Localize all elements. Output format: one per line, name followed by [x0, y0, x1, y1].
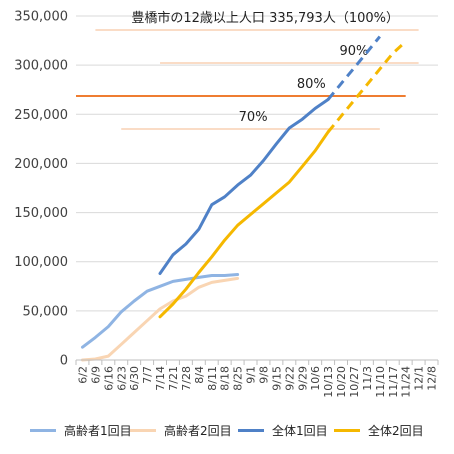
x-tick-label: 6/23	[115, 366, 128, 391]
y-tick-label: 250,000	[14, 108, 68, 123]
series-line	[158, 130, 330, 319]
x-tick-label: 9/29	[296, 366, 309, 391]
legend: 高齢者1回目 高齢者2回目 全体1回目 全体2回目	[0, 420, 454, 442]
y-tick-label: 200,000	[14, 157, 68, 172]
x-tick-label: 12/1	[413, 366, 426, 391]
reference-line-label: 70%	[239, 110, 268, 125]
x-tick-label: 11/24	[400, 366, 413, 398]
y-tick-label: 150,000	[14, 206, 68, 221]
legend-swatch-all-first	[238, 428, 264, 432]
legend-label: 全体2回目	[368, 423, 424, 438]
legend-item: 全体1回目	[238, 420, 328, 440]
x-tick-label: 8/18	[219, 366, 232, 391]
x-tick-label: 11/3	[361, 366, 374, 391]
reference-line-label: 90%	[340, 44, 369, 59]
x-tick-label: 7/14	[154, 366, 167, 391]
series-line	[158, 98, 330, 275]
x-tick-label: 11/17	[387, 366, 400, 398]
series-line	[81, 273, 240, 349]
reference-line-label: 80%	[297, 77, 326, 92]
x-tick-label: 10/27	[348, 366, 361, 398]
legend-label: 全体1回目	[272, 423, 328, 438]
x-tick-label: 9/1	[245, 366, 258, 384]
x-tick-label: 6/16	[102, 366, 115, 391]
legend-item: 高齢者1回目	[30, 420, 132, 440]
series-line	[326, 35, 381, 101]
x-tick-label: 9/22	[283, 366, 296, 391]
grid-lines	[76, 15, 438, 312]
legend-item: 全体2回目	[334, 420, 424, 440]
x-tick-label: 8/11	[206, 366, 219, 391]
series-line	[326, 40, 407, 133]
y-tick-label: 100,000	[14, 255, 68, 270]
reference-lines: 豊橋市の12歳以上人口 335,793人（100%） 90% 80% 70%	[76, 10, 419, 130]
x-tick-label: 7/7	[141, 366, 154, 384]
y-tick-label: 300,000	[14, 59, 68, 74]
x-tick-label: 10/13	[322, 366, 335, 398]
legend-label: 高齢者1回目	[64, 423, 132, 438]
y-axis-ticks: 0 50,000 100,000 150,000 200,000 250,000 300,0…	[14, 10, 68, 369]
x-tick-label: 8/4	[193, 366, 206, 384]
legend-swatch-elderly-second	[130, 428, 156, 432]
reference-line-label: 豊橋市の12歳以上人口 335,793人（100%）	[131, 10, 399, 26]
x-tick-label: 7/21	[167, 366, 180, 391]
legend-item: 高齢者2回目	[130, 420, 232, 440]
x-tick-label: 11/10	[374, 366, 387, 398]
x-axis-ticks: 6/2 6/9 6/16 6/23 6/30 7/7 7/14 7/21 7/28 8/4 8/11…	[76, 366, 438, 398]
x-tick-label: 9/15	[270, 366, 283, 391]
y-tick-label: 50,000	[23, 304, 69, 319]
x-tick-label: 7/28	[180, 366, 193, 391]
legend-label: 高齢者2回目	[164, 423, 232, 438]
legend-swatch-all-second	[334, 428, 360, 432]
x-tick-label: 6/2	[76, 366, 89, 384]
x-tick-label: 9/8	[257, 366, 270, 384]
x-tick-label: 8/25	[232, 366, 245, 391]
x-tick-label: 12/8	[426, 366, 439, 391]
legend-swatch-elderly-first	[30, 428, 56, 432]
x-tick-label: 6/30	[128, 366, 141, 391]
x-tick-label: 6/9	[89, 366, 102, 384]
x-tick-label: 10/20	[335, 366, 348, 398]
series-line	[81, 276, 240, 362]
y-tick-label: 350,000	[14, 10, 68, 25]
series-lines	[81, 35, 407, 362]
x-tick-label: 10/6	[309, 366, 322, 391]
y-tick-label: 0	[60, 354, 68, 369]
x-axis	[75, 359, 439, 365]
